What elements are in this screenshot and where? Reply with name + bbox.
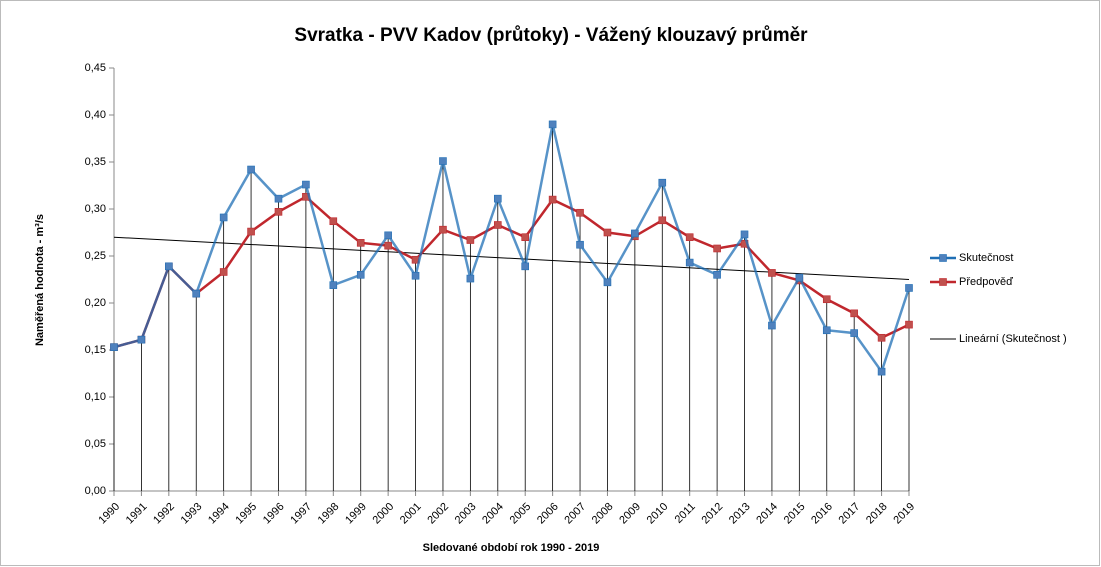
marker [247,165,255,174]
marker [877,333,886,342]
y-tick-label: 0,30 [85,203,106,215]
marker [384,231,392,240]
marker [219,213,228,222]
marker [247,227,255,236]
marker [631,229,639,238]
marker [356,239,365,247]
marker [905,320,913,329]
chart-title: Svratka - PVV Kadov (průtoky) - Vážený k… [294,25,808,46]
marker [329,217,338,226]
marker [768,321,776,330]
marker [466,274,475,283]
marker [603,278,612,287]
marker [439,225,447,234]
marker [905,284,913,292]
marker [521,262,530,271]
marker [411,271,420,280]
y-tick-label: 0,05 [85,438,106,450]
marker [521,233,530,241]
marker [740,230,749,239]
y-tick-label: 0,10 [85,391,106,403]
marker [685,258,694,267]
marker [548,195,557,204]
marker [384,241,392,250]
marker [137,335,146,344]
legend-label: Předpověď [959,276,1013,288]
marker [192,289,201,298]
y-tick-label: 0,00 [85,485,106,497]
marker [822,295,831,304]
marker [493,221,502,229]
marker [713,244,721,253]
marker [110,343,118,351]
legend-label: Skutečnost [959,252,1013,264]
series-line [113,124,911,375]
marker [165,262,173,271]
y-tick-label: 0,20 [85,297,106,309]
marker [658,216,667,225]
x-axis-label: Sledované období rok 1990 - 2019 [423,542,600,554]
marker [850,329,858,337]
marker [685,233,694,241]
marker [822,326,831,335]
marker [877,367,886,376]
marker [548,120,557,129]
marker [274,208,283,216]
marker [603,228,612,237]
marker [713,270,721,279]
marker [329,281,338,289]
marker [768,269,776,277]
marker [466,236,475,244]
marker [850,309,858,318]
y-tick-label: 0,45 [85,62,106,74]
marker [302,180,310,189]
marker [439,157,447,165]
legend-marker [939,254,947,262]
legend-marker [939,278,947,286]
marker [493,194,502,203]
y-tick-label: 0,35 [85,156,106,168]
marker [219,268,228,276]
marker [795,273,804,282]
y-axis-label: Naměřená hodnota - m³/s [34,214,46,346]
legend-label: Lineární (Skutečnost ) [959,333,1067,345]
marker [356,270,365,279]
y-tick-label: 0,25 [85,250,106,262]
marker [274,194,283,203]
y-tick-label: 0,40 [85,109,106,121]
marker [658,178,667,187]
marker [576,240,584,249]
marker [576,208,584,217]
y-tick-label: 0,15 [85,344,106,356]
trendline [113,236,910,280]
